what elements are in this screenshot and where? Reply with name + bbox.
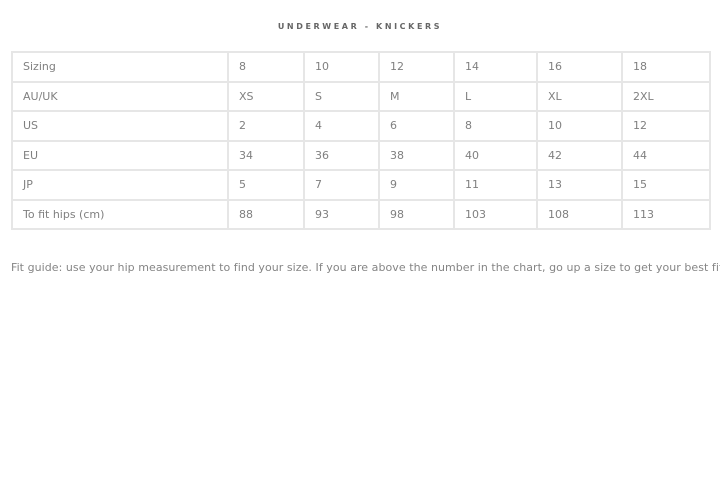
- fit-guide-text: Fit guide: use your hip measurement to f…: [11, 261, 720, 274]
- table-cell: 16: [536, 51, 623, 83]
- table-row: US 2 4 6 8 10 12: [11, 110, 711, 142]
- table-cell: 14: [453, 51, 538, 83]
- row-header-cell: US: [11, 110, 229, 142]
- table-cell: 42: [536, 139, 623, 171]
- table-row: EU 34 36 38 40 42 44: [11, 139, 711, 171]
- table-cell: 103: [453, 198, 538, 230]
- table-cell: 44: [621, 139, 711, 171]
- table-cell: 8: [227, 51, 305, 83]
- row-header-cell: EU: [11, 139, 229, 171]
- table-row: JP 5 7 9 11 13 15: [11, 169, 711, 201]
- table-cell: 9: [378, 169, 455, 201]
- table-cell: 11: [453, 169, 538, 201]
- table-cell: M: [378, 80, 455, 112]
- table-cell: 40: [453, 139, 538, 171]
- size-chart-title: UNDERWEAR - KNICKERS: [277, 22, 443, 31]
- table-cell: 93: [303, 198, 380, 230]
- table-cell: XS: [227, 80, 305, 112]
- table-cell: 10: [303, 51, 380, 83]
- table-cell: 98: [378, 198, 455, 230]
- table-cell: 7: [303, 169, 380, 201]
- table-cell: 18: [621, 51, 711, 83]
- table-cell: 4: [303, 110, 380, 142]
- table-cell: 88: [227, 198, 305, 230]
- table-cell: XL: [536, 80, 623, 112]
- table-cell: 13: [536, 169, 623, 201]
- size-chart-table: Sizing 8 10 12 14 16 18 AU/UK XS S M L XL 2XL US 2 4 6 8 10…: [11, 51, 711, 230]
- row-header-cell: AU/UK: [11, 80, 229, 112]
- table-cell: S: [303, 80, 380, 112]
- table-cell: 2XL: [621, 80, 711, 112]
- table-cell: 8: [453, 110, 538, 142]
- table-cell: 6: [378, 110, 455, 142]
- row-header-cell: JP: [11, 169, 229, 201]
- table-cell: 10: [536, 110, 623, 142]
- table-cell: 5: [227, 169, 305, 201]
- table-cell: 113: [621, 198, 711, 230]
- row-header-cell: Sizing: [11, 51, 229, 83]
- table-cell: 12: [621, 110, 711, 142]
- table-cell: L: [453, 80, 538, 112]
- table-cell: 38: [378, 139, 455, 171]
- table-cell: 12: [378, 51, 455, 83]
- table-row: AU/UK XS S M L XL 2XL: [11, 80, 711, 112]
- table-row: Sizing 8 10 12 14 16 18: [11, 51, 711, 83]
- row-header-cell: To fit hips (cm): [11, 198, 229, 230]
- table-cell: 2: [227, 110, 305, 142]
- table-cell: 108: [536, 198, 623, 230]
- table-cell: 15: [621, 169, 711, 201]
- table-cell: 36: [303, 139, 380, 171]
- table-cell: 34: [227, 139, 305, 171]
- table-row: To fit hips (cm) 88 93 98 103 108 113: [11, 198, 711, 230]
